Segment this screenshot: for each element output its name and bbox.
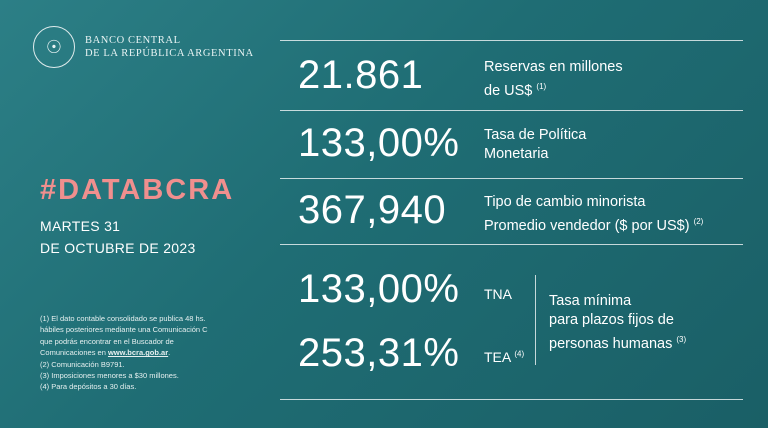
divider-line <box>280 40 743 41</box>
reservas-value: 21.861 <box>298 53 424 97</box>
bank-name-line1: BANCO CENTRAL <box>85 35 181 46</box>
tasa-politica-value: 133,00% <box>298 121 460 165</box>
footnote-1d-text: Comunicaciones en <box>40 348 108 358</box>
footnote-1d-end: . <box>168 348 171 358</box>
tea-note: (4) <box>514 349 525 359</box>
reservas-label: Reservas en millones de US$ (1) <box>484 58 623 101</box>
plazo-fijo-label: Tasa mínima para plazos fijos de persona… <box>549 292 686 354</box>
tea-label-text: TEA <box>484 349 511 365</box>
tasa-politica-label-line2: Monetaria <box>484 146 549 162</box>
tipo-cambio-label-text: Promedio vendedor ($ por US$) <box>484 217 690 234</box>
reservas-label-line1: Reservas en millones <box>484 59 623 75</box>
footnote-1d: Comunicaciones en www.bcra.gob.ar. <box>40 347 208 358</box>
footnote-2: (2) Comunicación B9791. <box>40 359 125 369</box>
plazo-fijo-line2: para plazos fijos de <box>549 312 674 328</box>
plazo-fijo-note: (3) <box>676 335 687 344</box>
tipo-cambio-note: (2) <box>693 217 704 226</box>
bcra-logo: ☉ BANCO CENTRAL DE LA REPÚBLICA ARGENTIN… <box>33 26 254 68</box>
tipo-cambio-label-line1: Tipo de cambio minorista <box>484 194 646 210</box>
tipo-cambio-value: 367,940 <box>298 188 447 232</box>
divider-line <box>280 178 743 179</box>
bank-name: BANCO CENTRAL DE LA REPÚBLICA ARGENTINA <box>85 34 254 60</box>
reservas-note: (1) <box>536 82 547 91</box>
reservas-label-line2: de US$ (1) <box>484 77 623 101</box>
plazo-fijo-line3-text: personas humanas <box>549 335 673 352</box>
vertical-divider <box>535 275 536 365</box>
tna-value: 133,00% <box>298 267 460 311</box>
divider-line <box>280 110 743 111</box>
plazo-fijo-line3: personas humanas (3) <box>549 330 686 354</box>
bcra-website-link[interactable]: www.bcra.gob.ar <box>107 348 169 358</box>
tea-label: TEA (4) <box>484 349 524 365</box>
footnote-1b: hábiles posteriores mediante una Comunic… <box>40 325 208 335</box>
plazo-fijo-line1: Tasa mínima <box>549 293 632 309</box>
bank-name-line2: DE LA REPÚBLICA ARGENTINA <box>85 48 254 59</box>
footnote-4: (4) Para depósitos a 30 días. <box>40 382 137 392</box>
date: MARTES 31 DE OCTUBRE DE 2023 <box>40 215 196 259</box>
footnote-3: (3) Imposiciones menores a $30 millones. <box>40 371 179 381</box>
footnotes: (1) El dato contable consolidado se publ… <box>40 313 208 393</box>
footnote-1a: (1) El dato contable consolidado se publ… <box>40 314 206 323</box>
bcra-seal-icon: ☉ <box>33 26 75 68</box>
tna-label: TNA <box>484 286 512 302</box>
date-line1: MARTES 31 <box>40 218 121 234</box>
footnote-1c: que podrás encontrar en el Buscador de <box>40 336 174 346</box>
tipo-cambio-label-line2: Promedio vendedor ($ por US$) (2) <box>484 212 703 236</box>
tasa-politica-label-line1: Tasa de Política <box>484 127 587 143</box>
tipo-cambio-label: Tipo de cambio minorista Promedio vended… <box>484 193 703 236</box>
divider-line <box>280 399 743 400</box>
tasa-politica-label: Tasa de Política Monetaria <box>484 126 586 164</box>
date-line2: DE OCTUBRE DE 2023 <box>40 240 196 256</box>
reservas-label-unit: de US$ <box>484 82 533 99</box>
hashtag-title: #DATABCRA <box>40 174 235 206</box>
divider-line <box>280 244 743 245</box>
tea-value: 253,31% <box>298 331 460 375</box>
